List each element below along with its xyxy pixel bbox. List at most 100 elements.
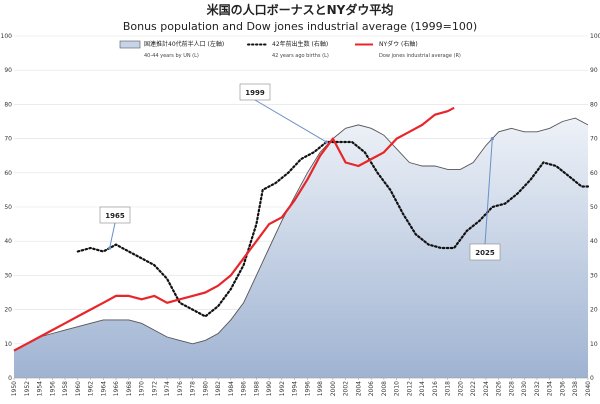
y-tick-label-right: 90 (590, 67, 598, 74)
legend-sublabel: Dow jones industrial average (R) (379, 53, 461, 59)
callout-label: 1965 (105, 212, 125, 220)
callout-box (99, 206, 131, 224)
y-tick-label-left: 100 (1, 33, 13, 40)
x-tick-label: 1976 (177, 381, 184, 396)
x-tick-label: 1970 (139, 381, 146, 396)
area-series-layer (13, 117, 589, 378)
x-tick-label: 2008 (381, 381, 388, 396)
x-tick-label: 1994 (292, 381, 299, 396)
x-tick-label: 2038 (572, 381, 579, 396)
callout-pointer (324, 140, 329, 144)
y-tick-label-left: 90 (4, 67, 12, 74)
x-tick-label: 1960 (75, 381, 82, 396)
y-tick-label-right: 70 (590, 136, 598, 143)
x-tick-label: 2012 (406, 381, 413, 396)
x-tick-label: 1990 (266, 381, 273, 396)
x-tick-label: 1954 (37, 381, 44, 396)
legend-label: 42年前出生数 (右軸) (272, 40, 328, 48)
y-axis-right: 0 10 20 30 40 50 60 70 80 90 100 (590, 33, 600, 382)
x-tick-label: 1996 (304, 381, 311, 396)
y-tick-label-right: 0 (590, 375, 594, 382)
x-tick-label: 2026 (496, 381, 503, 396)
callout-box (239, 83, 271, 101)
x-tick-label: 2040 (585, 381, 592, 396)
x-tick-label: 1984 (228, 381, 235, 396)
callout-leader-line (109, 222, 116, 249)
x-tick-label: 2004 (355, 381, 362, 396)
y-tick-label-left: 50 (4, 204, 12, 211)
y-tick-label-left: 70 (4, 136, 12, 143)
x-tick-label: 1986 (241, 381, 248, 396)
callout-box (469, 243, 501, 261)
legend-sublabel: 42 years ago births (L) (272, 53, 329, 59)
x-tick-label: 1958 (62, 381, 69, 396)
y-tick-label-right: 50 (590, 204, 598, 211)
x-tick-label: 1982 (215, 381, 222, 396)
x-tick-label: 2028 (508, 381, 515, 396)
legend-label: NYダウ (右軸) (379, 40, 418, 48)
annotations: 1999 1965 2025 (99, 83, 501, 261)
callout-label: 2025 (475, 249, 495, 257)
y-tick-label-right: 30 (590, 272, 598, 279)
line-series-layer (13, 106, 590, 352)
legend-sublabel: 40-44 years by UN (L) (144, 53, 199, 59)
chart-title: 米国の人口ボーナスとNYダウ平均 (207, 2, 394, 17)
x-tick-label: 1988 (253, 381, 260, 396)
y-tick-label-right: 10 (590, 341, 598, 348)
y-tick-label-left: 80 (4, 101, 12, 108)
callout-leader-line (254, 99, 327, 143)
x-tick-label: 1992 (279, 381, 286, 396)
x-tick-label: 1952 (24, 381, 31, 396)
y-tick-label-left: 30 (4, 272, 12, 279)
x-tick-label: 1962 (88, 381, 95, 396)
legend-swatch-population (119, 40, 141, 49)
callout-pointer (490, 137, 494, 141)
x-tick-label: 2032 (534, 381, 541, 396)
x-tick-label: 1968 (126, 381, 133, 396)
x-tick-label: 2022 (470, 381, 477, 396)
legend: 国連推計40代前半人口 (左軸) 40-44 years by UN (L) 42年… (119, 40, 461, 59)
x-tick-label: 2034 (547, 381, 554, 396)
x-tick-label: 2010 (394, 381, 401, 396)
x-tick-label: 2000 (330, 381, 337, 396)
y-tick-label-left: 20 (4, 307, 12, 314)
x-tick-label: 1950 (11, 381, 18, 396)
y-tick-label-left: 10 (4, 341, 12, 348)
x-tick-label: 2018 (445, 381, 452, 396)
legend-label: 国連推計40代前半人口 (左軸) (144, 40, 224, 48)
x-tick-label: 2006 (368, 381, 375, 396)
callout-leader-line (484, 138, 493, 245)
x-tick-label: 2014 (419, 381, 426, 396)
y-tick-label-right: 60 (590, 170, 598, 177)
callout-label: 1999 (245, 89, 265, 97)
x-tick-label: 1956 (49, 381, 56, 396)
x-tick-label: 2036 (559, 381, 566, 396)
y-tick-label-right: 100 (590, 33, 600, 40)
chart-subtitle: Bonus population and Dow jones industria… (123, 20, 477, 33)
y-axis-left: 0 10 20 30 40 50 60 70 80 90 100 (1, 33, 13, 382)
dow-red-line (13, 106, 455, 352)
x-tick-label: 2016 (432, 381, 439, 396)
y-tick-label-right: 80 (590, 101, 598, 108)
x-tick-label: 1998 (317, 381, 324, 396)
x-tick-label: 2002 (343, 381, 350, 396)
x-tick-label: 1972 (151, 381, 158, 396)
x-axis: 1950 1952 1954 1956 1958 1960 1962 1964 1966 1968… (11, 377, 592, 396)
y-tick-label-right: 40 (590, 238, 598, 245)
population-area-fill (14, 118, 588, 378)
x-tick-label: 1964 (100, 381, 107, 396)
x-tick-label: 2030 (521, 381, 528, 396)
y-tick-label-left: 0 (8, 375, 12, 382)
callout-pointer (108, 246, 112, 250)
y-tick-label-left: 60 (4, 170, 12, 177)
y-tick-label-left: 40 (4, 238, 12, 245)
y-tick-label-right: 20 (590, 307, 598, 314)
x-tick-label: 2020 (457, 381, 464, 396)
births-dotted-line (76, 140, 590, 318)
x-tick-label: 1966 (113, 381, 120, 396)
x-tick-label: 1978 (190, 381, 197, 396)
x-tick-label: 1974 (164, 381, 171, 396)
x-tick-label: 2024 (483, 381, 490, 396)
